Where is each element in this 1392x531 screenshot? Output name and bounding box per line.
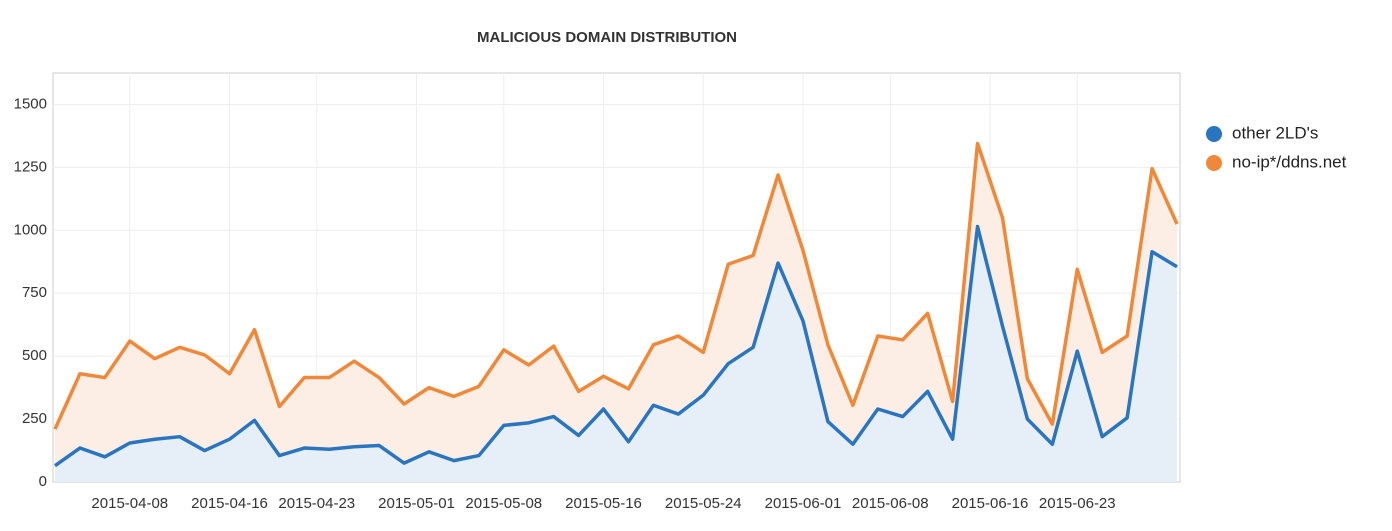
- x-tick-label: 2015-04-08: [91, 495, 168, 512]
- y-tick-label: 0: [39, 473, 47, 490]
- legend-label: no-ip*/ddns.net: [1232, 152, 1347, 171]
- chart-title: MALICIOUS DOMAIN DISTRIBUTION: [477, 29, 737, 46]
- area-fill: [55, 143, 1177, 466]
- y-tick-label: 500: [22, 347, 47, 364]
- legend-marker: [1206, 126, 1222, 142]
- legend-marker: [1206, 155, 1222, 171]
- x-tick-label: 2015-05-01: [378, 495, 455, 512]
- x-tick-label: 2015-04-23: [278, 495, 355, 512]
- y-tick-label: 1250: [14, 158, 47, 175]
- x-tick-label: 2015-04-16: [191, 495, 268, 512]
- y-tick-label: 1000: [14, 221, 47, 238]
- x-tick-label: 2015-05-16: [565, 495, 642, 512]
- y-tick-label: 1500: [14, 95, 47, 112]
- x-tick-label: 2015-06-16: [952, 495, 1029, 512]
- y-tick-label: 250: [22, 410, 47, 427]
- series-line: [53, 141, 1179, 430]
- legend-label: other 2LD's: [1232, 123, 1318, 142]
- x-tick-label: 2015-05-08: [465, 495, 542, 512]
- x-tick-label: 2015-06-01: [765, 495, 842, 512]
- area-fill: [55, 226, 1177, 482]
- x-tick-label: 2015-05-24: [665, 495, 742, 512]
- x-tick-label: 2015-06-23: [1039, 495, 1116, 512]
- series-line: [53, 224, 1178, 468]
- y-tick-label: 750: [22, 284, 47, 301]
- x-tick-label: 2015-06-08: [852, 495, 929, 512]
